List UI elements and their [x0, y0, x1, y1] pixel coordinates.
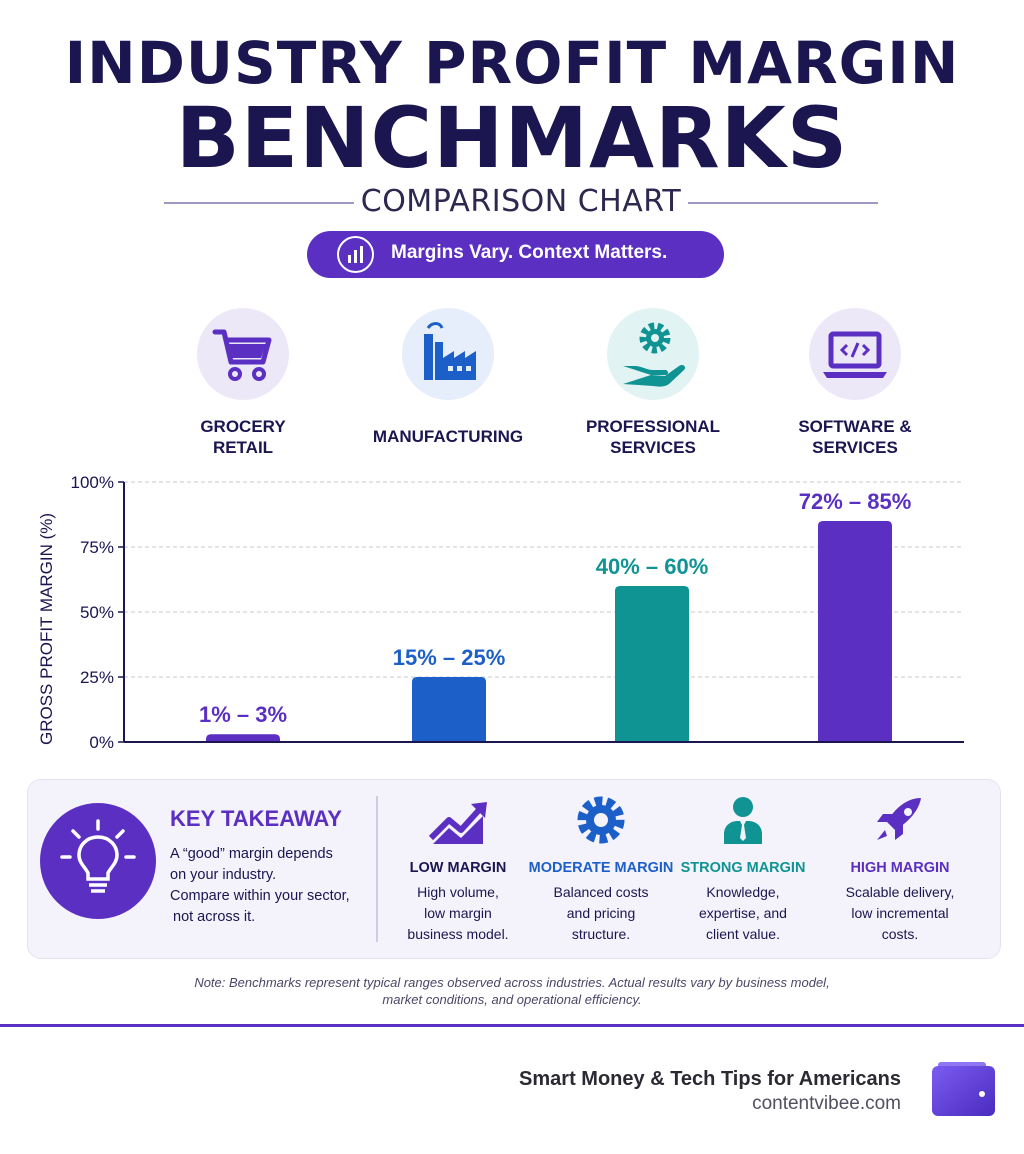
key-takeaway-line: not across it.	[173, 909, 256, 925]
tier-line: client value.	[706, 926, 780, 942]
category-label: GROCERY RETAIL	[200, 417, 286, 457]
category-label: PROFESSIONAL SERVICES	[585, 417, 721, 457]
tier-description: Knowledge, expertise, and client value.	[668, 882, 818, 945]
trend-up-icon	[383, 794, 533, 848]
tier-line: expertise, and	[699, 905, 787, 921]
tier-name: HIGH MARGIN	[850, 860, 950, 876]
laptop-code-icon	[809, 308, 901, 400]
footer-divider	[0, 1024, 1024, 1027]
subtitle: COMPARISON CHART	[360, 184, 682, 219]
tier-line: low incremental	[851, 905, 949, 921]
subtitle-divider-left	[164, 202, 354, 204]
tier-line: and pricing	[566, 905, 636, 921]
key-takeaway-title: KEY TAKEAWAY	[170, 806, 342, 831]
tier-line: low margin	[424, 905, 492, 921]
y-tick-label: 0%	[89, 733, 114, 752]
y-axis-label: GROSS PROFIT MARGIN (%)	[37, 513, 56, 745]
bar	[615, 586, 689, 742]
footnote-line: Note: Benchmarks represent typical range…	[194, 975, 830, 990]
tier-line: High volume,	[417, 884, 499, 900]
footnote-line: market conditions, and operational effic…	[382, 992, 642, 1007]
tier-line: Scalable delivery,	[845, 884, 955, 900]
bar-data-label: 72% – 85%	[799, 489, 912, 514]
category-professional-services: PROFESSIONAL SERVICES	[553, 308, 753, 458]
tier-high-margin: HIGH MARGIN Scalable delivery, low incre…	[825, 794, 975, 945]
page-title-line2: BENCHMARKS	[175, 89, 849, 187]
tier-name: LOW MARGIN	[409, 860, 507, 876]
category-label: MANUFACTURING	[372, 427, 524, 446]
brand-url[interactable]: contentvibee.com	[752, 1093, 901, 1114]
subtitle-row: COMPARISON CHART	[164, 184, 878, 224]
gear-icon	[526, 794, 676, 848]
factory-icon	[402, 308, 494, 400]
rocket-icon	[825, 794, 975, 848]
category-software-services: SOFTWARE & SERVICES	[755, 308, 955, 458]
y-tick-label: 25%	[80, 668, 114, 687]
tier-low-margin: LOW MARGIN High volume, low margin busin…	[383, 794, 533, 945]
tier-line: structure.	[571, 926, 631, 942]
category-manufacturing: MANUFACTURING	[348, 308, 548, 447]
tier-line: Knowledge,	[706, 884, 780, 900]
bar-data-label: 40% – 60%	[596, 554, 709, 579]
tier-description: High volume, low margin business model.	[383, 882, 533, 945]
tier-moderate-margin: MODERATE MARGIN Balanced costs and prici…	[526, 794, 676, 945]
bar-chart-icon	[337, 236, 374, 273]
bar-data-label: 1% – 3%	[199, 702, 287, 727]
shopping-cart-icon	[197, 308, 289, 400]
person-icon	[668, 794, 818, 848]
gear-hand-icon	[607, 308, 699, 400]
brand-name: Smart Money & Tech Tips for Americans	[519, 1068, 901, 1090]
bar-data-label: 15% – 25%	[393, 645, 506, 670]
key-takeaway-line: on your industry.	[170, 867, 277, 883]
tier-line: business model.	[407, 926, 509, 942]
key-takeaway-panel: KEY TAKEAWAY A “good” margin depends on …	[27, 779, 1001, 959]
tier-line: Balanced costs	[553, 884, 649, 900]
tier-strong-margin: STRONG MARGIN Knowledge, expertise, and …	[668, 794, 818, 945]
y-tick-label: 100%	[71, 473, 114, 492]
category-grocery-retail: GROCERY RETAIL	[143, 308, 343, 458]
tier-line: costs.	[881, 926, 919, 942]
bar	[412, 677, 486, 742]
page-title-line1: INDUSTRY PROFIT MARGIN	[64, 29, 960, 97]
tagline-text: Margins Vary. Context Matters.	[391, 242, 668, 263]
tier-name: MODERATE MARGIN	[528, 860, 674, 876]
bar	[206, 734, 280, 742]
key-takeaway-body: A “good” margin depends on your industry…	[170, 844, 380, 928]
lightbulb-icon	[40, 803, 156, 919]
key-takeaway-line: A “good” margin depends	[170, 846, 333, 862]
subtitle-divider-right	[688, 202, 878, 204]
tagline-pill: Margins Vary. Context Matters.	[307, 231, 724, 278]
y-tick-label: 50%	[80, 603, 114, 622]
tier-description: Scalable delivery, low incremental costs…	[825, 882, 975, 945]
tier-name: STRONG MARGIN	[680, 860, 806, 876]
footnote: Note: Benchmarks represent typical range…	[90, 974, 934, 1008]
y-tick-label: 75%	[80, 538, 114, 557]
panel-divider	[376, 796, 378, 942]
wallet-icon	[932, 1062, 995, 1116]
brand-block: Smart Money & Tech Tips for Americans co…	[519, 1068, 901, 1115]
category-label: SOFTWARE & SERVICES	[798, 417, 912, 457]
key-takeaway-line: Compare within your sector,	[170, 888, 350, 904]
tier-description: Balanced costs and pricing structure.	[526, 882, 676, 945]
bar-chart: GROSS PROFIT MARGIN (%) 0%25%50%75%100% …	[37, 473, 964, 752]
bar	[818, 521, 892, 742]
